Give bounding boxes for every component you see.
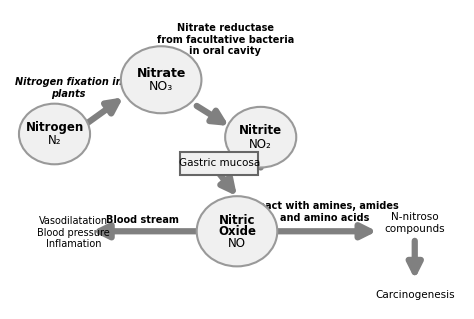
Ellipse shape bbox=[19, 104, 90, 164]
Text: React with amines, amides
and amino acids: React with amines, amides and amino acid… bbox=[251, 201, 399, 223]
Text: Oxide: Oxide bbox=[218, 225, 256, 238]
Text: Carcinogenesis: Carcinogenesis bbox=[375, 290, 455, 300]
Text: Nitrogen fixation in
plants: Nitrogen fixation in plants bbox=[15, 77, 123, 99]
Text: Vasodilatation
Blood pressure
Inflamation: Vasodilatation Blood pressure Inflamatio… bbox=[37, 216, 110, 249]
Text: NO₃: NO₃ bbox=[149, 80, 173, 93]
Text: NO₂: NO₂ bbox=[249, 138, 272, 151]
Text: Nitric: Nitric bbox=[219, 214, 255, 226]
Text: N₂: N₂ bbox=[48, 135, 61, 147]
Text: Gastric mucosa: Gastric mucosa bbox=[179, 159, 260, 168]
Text: N-nitroso
compounds: N-nitroso compounds bbox=[384, 212, 445, 234]
Ellipse shape bbox=[225, 107, 296, 167]
Ellipse shape bbox=[197, 196, 277, 266]
Text: Nitrite: Nitrite bbox=[239, 124, 282, 137]
Text: Nitrogen: Nitrogen bbox=[26, 121, 83, 134]
Text: NO: NO bbox=[228, 237, 246, 250]
Text: Blood stream: Blood stream bbox=[106, 215, 179, 225]
Ellipse shape bbox=[121, 46, 201, 113]
Text: Nitrate: Nitrate bbox=[137, 67, 186, 80]
Text: Nitrate reductase
from facultative bacteria
in oral cavity: Nitrate reductase from facultative bacte… bbox=[156, 23, 294, 56]
FancyBboxPatch shape bbox=[180, 152, 258, 175]
